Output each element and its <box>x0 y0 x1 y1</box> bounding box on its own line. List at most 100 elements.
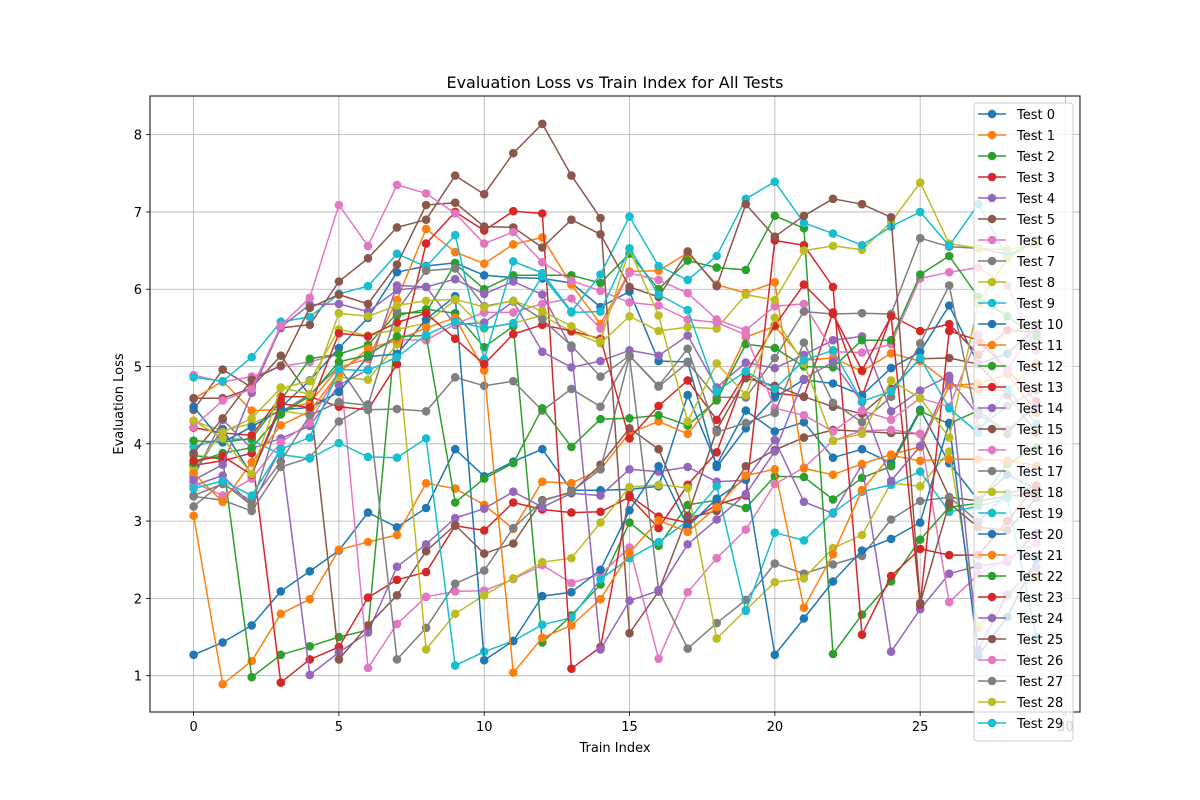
data-point <box>886 515 896 524</box>
data-point <box>334 545 344 554</box>
legend-label: Test 8 <box>1016 276 1055 291</box>
legend-marker <box>987 109 997 119</box>
data-point <box>567 578 576 588</box>
data-point <box>944 281 954 290</box>
data-point <box>479 366 489 375</box>
data-point <box>392 267 402 277</box>
data-point <box>915 270 925 279</box>
data-point <box>538 591 547 601</box>
x-tick-label: 25 <box>912 720 929 735</box>
data-point <box>567 384 576 394</box>
data-point <box>247 621 256 630</box>
legend-label: Test 29 <box>1016 717 1063 732</box>
legend-label: Test 11 <box>1016 339 1063 354</box>
data-point <box>857 308 867 318</box>
data-point <box>799 280 809 289</box>
data-point <box>654 410 663 420</box>
data-point <box>944 447 954 456</box>
data-point <box>741 358 751 367</box>
data-point <box>683 483 692 493</box>
data-point <box>509 271 518 280</box>
data-point <box>799 392 809 402</box>
data-point <box>305 418 315 428</box>
data-point <box>625 628 634 638</box>
legend-label: Test 6 <box>1016 234 1055 249</box>
data-point <box>683 644 692 653</box>
data-point <box>538 633 547 643</box>
data-point <box>450 498 460 507</box>
data-point <box>509 668 518 677</box>
data-point <box>683 256 692 265</box>
legend-item: Test 20 <box>978 528 1063 543</box>
data-point <box>450 579 460 588</box>
data-point <box>363 452 373 462</box>
legend-marker <box>987 529 997 539</box>
legend-label: Test 4 <box>1016 192 1055 207</box>
data-point <box>828 508 838 517</box>
data-point <box>741 606 751 616</box>
data-point <box>479 289 489 299</box>
data-point <box>654 480 663 490</box>
data-point <box>538 306 547 316</box>
data-point <box>799 433 809 442</box>
data-point <box>538 502 547 512</box>
data-point <box>683 527 692 537</box>
data-point <box>625 506 634 515</box>
data-point <box>538 290 547 299</box>
y-tick-label: 6 <box>134 283 142 298</box>
data-point <box>567 308 576 317</box>
data-point <box>944 569 954 578</box>
data-point <box>421 200 431 210</box>
data-point <box>392 332 402 341</box>
data-point <box>712 415 721 425</box>
data-point <box>218 376 227 386</box>
data-point <box>421 239 431 248</box>
data-point <box>625 414 634 423</box>
data-point <box>683 275 692 285</box>
data-point <box>421 434 431 443</box>
data-point <box>712 281 721 291</box>
data-point <box>828 229 838 238</box>
data-point <box>363 332 373 341</box>
data-point <box>683 540 692 549</box>
data-point <box>218 365 227 374</box>
data-point <box>276 438 286 447</box>
data-point <box>218 427 227 437</box>
data-point <box>421 315 431 324</box>
data-point <box>886 376 896 385</box>
y-tick-label: 7 <box>134 206 142 221</box>
data-point <box>392 301 402 310</box>
legend-label: Test 22 <box>1016 570 1063 585</box>
data-point <box>654 401 663 411</box>
data-point <box>392 260 402 269</box>
data-point <box>363 366 373 375</box>
data-point <box>479 566 489 575</box>
data-point <box>189 416 198 425</box>
data-point <box>305 390 315 399</box>
legend-label: Test 25 <box>1016 633 1063 648</box>
data-point <box>770 301 780 311</box>
data-point <box>218 396 227 405</box>
data-point <box>712 502 721 512</box>
legend-item: Test 2 <box>978 150 1055 165</box>
data-point <box>334 299 344 309</box>
data-point <box>596 278 605 288</box>
data-point <box>363 299 373 309</box>
data-point <box>363 253 373 263</box>
data-point <box>189 511 198 520</box>
data-point <box>189 448 198 458</box>
data-point <box>567 621 576 630</box>
legend-label: Test 5 <box>1016 213 1055 228</box>
data-point <box>683 322 692 332</box>
data-point <box>944 404 954 413</box>
data-point <box>944 319 954 329</box>
data-point <box>189 491 198 500</box>
data-point <box>276 383 286 392</box>
data-point <box>596 213 605 223</box>
data-point <box>799 299 809 309</box>
y-tick-label: 4 <box>134 438 142 453</box>
data-point <box>799 356 809 365</box>
legend-marker <box>987 277 997 287</box>
data-point <box>189 422 198 432</box>
series-line <box>193 343 1037 651</box>
